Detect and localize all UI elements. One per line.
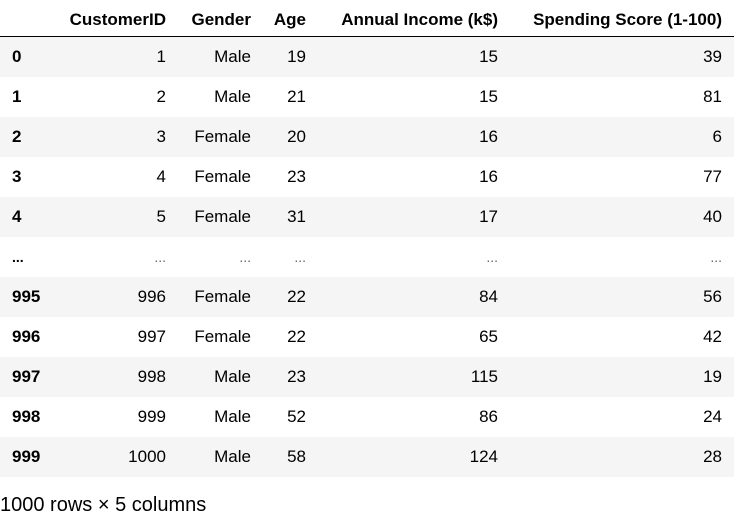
cell-spending-score: ... [710,249,722,265]
cell-annual-income: 16 [479,127,498,146]
row-index: 2 [12,127,22,146]
cell-annual-income: 84 [479,287,498,306]
cell-annual-income: 16 [479,167,498,186]
cell-annual-income: 15 [479,47,498,66]
table-row: 0 1 Male 19 15 39 [0,36,734,77]
cell-customerid: 5 [156,207,166,226]
cell-age: 23 [287,167,306,186]
row-index: 996 [12,327,41,346]
row-index: 998 [12,407,41,426]
row-index: 999 [12,447,41,466]
cell-gender: Male [214,407,251,426]
cell-age: 31 [287,207,306,226]
cell-customerid: 2 [156,87,166,106]
cell-spending-score: 39 [703,47,722,66]
cell-age: 21 [287,87,306,106]
cell-spending-score: 6 [712,127,722,146]
cell-age: 52 [287,407,306,426]
cell-spending-score: 28 [703,447,722,466]
cell-gender: Female [194,167,251,186]
cell-gender: Male [214,47,251,66]
table-header: CustomerID Gender Age Annual Income (k$)… [0,0,734,37]
cell-age: 20 [287,127,306,146]
cell-annual-income: 17 [479,207,498,226]
index-column-header [0,0,50,37]
column-header-customerid: CustomerID [50,0,175,37]
cell-age: 58 [287,447,306,466]
header-row: CustomerID Gender Age Annual Income (k$)… [0,0,734,37]
table-row: 998 999 Male 52 86 24 [0,397,734,437]
cell-gender: Female [194,327,251,346]
cell-customerid: 999 [137,407,166,426]
table-row: 997 998 Male 23 115 19 [0,357,734,397]
row-index: 1 [12,87,22,106]
cell-customerid: 3 [156,127,166,146]
row-index: ... [12,249,24,265]
cell-annual-income: 86 [479,407,498,426]
table-row: 996 997 Female 22 65 42 [0,317,734,357]
cell-age: 23 [287,367,306,386]
cell-spending-score: 56 [703,287,722,306]
row-index: 4 [12,207,22,226]
cell-customerid: 997 [137,327,166,346]
cell-gender: Male [214,447,251,466]
cell-customerid: ... [154,249,166,265]
cell-spending-score: 40 [703,207,722,226]
table-row: 995 996 Female 22 84 56 [0,277,734,317]
table-row: 3 4 Female 23 16 77 [0,157,734,197]
column-header-spending-score: Spending Score (1-100) [507,0,734,37]
row-index: 995 [12,287,41,306]
table-row: 999 1000 Male 58 124 28 [0,437,734,477]
cell-annual-income: 15 [479,87,498,106]
cell-age: 22 [287,287,306,306]
cell-gender: Male [214,87,251,106]
table-row: 2 3 Female 20 16 6 [0,117,734,157]
cell-annual-income: 115 [470,367,498,386]
cell-spending-score: 19 [703,367,722,386]
table-body: 0 1 Male 19 15 39 1 2 Male 21 15 81 2 3 … [0,36,734,477]
table-row: 4 5 Female 31 17 40 [0,197,734,237]
cell-customerid: 4 [156,167,166,186]
cell-gender: Female [194,207,251,226]
row-index: 997 [12,367,41,386]
cell-customerid: 1000 [128,447,166,466]
cell-age: ... [294,249,306,265]
cell-annual-income: ... [486,249,498,265]
dataframe-shape-caption: 1000 rows × 5 columns [0,494,207,515]
cell-gender: Female [194,127,251,146]
cell-gender: ... [239,249,251,265]
cell-spending-score: 77 [703,167,722,186]
cell-customerid: 996 [137,287,166,306]
cell-annual-income: 124 [469,447,498,466]
cell-customerid: 1 [156,47,166,66]
table-row: 1 2 Male 21 15 81 [0,77,734,117]
cell-age: 22 [287,327,306,346]
cell-gender: Male [214,367,251,386]
column-header-annual-income: Annual Income (k$) [315,0,507,37]
cell-age: 19 [287,47,306,66]
cell-spending-score: 42 [703,327,722,346]
row-index: 0 [12,47,22,66]
cell-annual-income: 65 [479,327,498,346]
cell-gender: Female [194,287,251,306]
cell-spending-score: 24 [703,407,722,426]
dataframe-table: CustomerID Gender Age Annual Income (k$)… [0,0,734,477]
column-header-gender: Gender [175,0,260,37]
cell-customerid: 998 [137,367,166,386]
row-index: 3 [12,167,22,186]
cell-spending-score: 81 [703,87,722,106]
column-header-age: Age [260,0,315,37]
table-row-ellipsis: ... ... ... ... ... ... [0,237,734,277]
